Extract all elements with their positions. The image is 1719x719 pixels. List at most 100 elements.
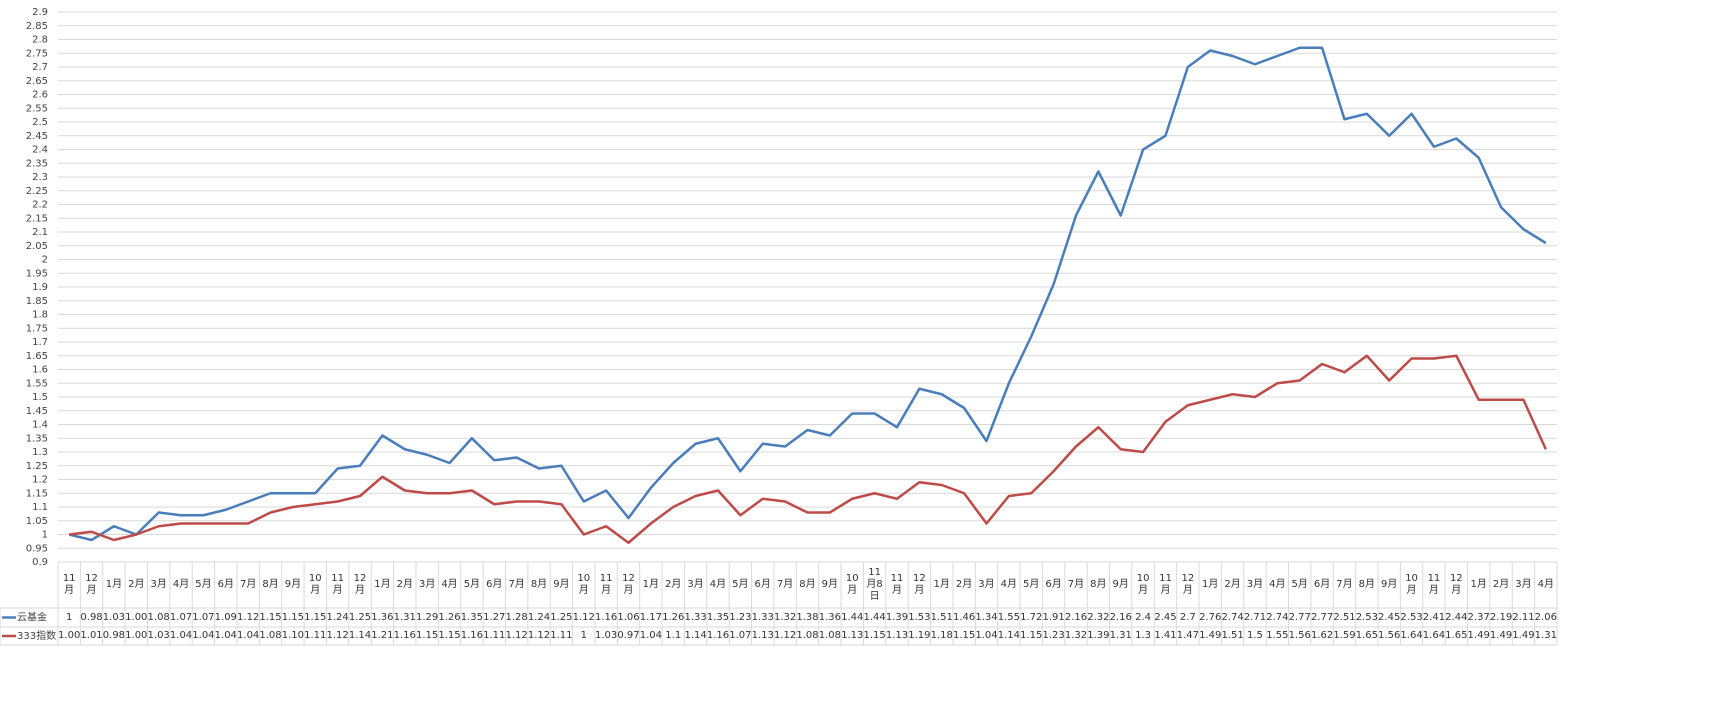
y-tick-label: 0.9 <box>32 557 48 568</box>
data-table-value: 1.13 <box>885 630 909 641</box>
data-table-value: 1.00 <box>125 630 148 641</box>
data-table-value: 1.28 <box>505 611 528 623</box>
data-table-value: 1.23 <box>1042 630 1065 641</box>
data-table-value: 1.15 <box>863 630 886 641</box>
x-tick-label: 12月 <box>85 573 98 596</box>
x-tick-label: 7月 <box>508 579 525 590</box>
x-tick-label: 7月 <box>1336 579 1353 590</box>
data-table-value: 1 <box>65 611 73 623</box>
y-tick-label: 2.6 <box>32 90 48 101</box>
x-tick-label: 10月 <box>577 573 591 596</box>
data-table-value: 1.11 <box>304 630 327 641</box>
data-table-value: 1.04 <box>192 630 215 641</box>
data-table-value: 1.15 <box>281 611 305 623</box>
x-tick-label: 8月 <box>799 579 816 590</box>
y-tick-label: 2.4 <box>32 145 48 156</box>
data-table-value: 1.15 <box>416 630 439 641</box>
x-tick-label: 3月 <box>418 579 436 590</box>
y-tick-label: 1.5 <box>32 392 48 403</box>
y-tick-label: 1.25 <box>26 461 48 472</box>
data-table-value: 2.41 <box>1422 611 1446 623</box>
y-tick-label: 2.05 <box>26 241 48 252</box>
data-table-value: 1.53 <box>908 611 931 623</box>
data-table-value: 2.16 <box>1064 611 1088 623</box>
data-table-value: 1.15 <box>259 611 282 623</box>
data-table-value: 1.44 <box>841 611 864 623</box>
y-tick-label: 2.1 <box>32 227 48 238</box>
data-table-value: 1.16 <box>595 611 618 623</box>
data-table-value: 1.91 <box>1042 611 1065 623</box>
data-table-value: 1.04 <box>214 630 237 641</box>
data-table-value: 1.04 <box>975 630 998 641</box>
series-line <box>69 354 1547 544</box>
data-table-value: 1.14 <box>348 630 372 641</box>
data-table-value: 1.16 <box>706 630 730 641</box>
x-tick-label: 7月 <box>776 579 794 590</box>
x-tick-label: 2月 <box>1492 579 1510 590</box>
y-tick-label: 1.05 <box>26 516 48 527</box>
x-tick-label: 9月 <box>284 579 302 590</box>
data-table-value: 1.21 <box>371 630 394 641</box>
x-tick-label: 4月 <box>172 579 190 590</box>
y-tick-label: 2.5 <box>32 117 48 128</box>
data-table-value: 2.71 <box>1243 611 1267 623</box>
x-tick-label: 10月 <box>1405 573 1418 596</box>
data-table-value: 2.45 <box>1378 611 1401 623</box>
y-tick-label: 1.9 <box>32 282 48 293</box>
x-tick-label: 10月 <box>1136 573 1150 596</box>
y-tick-label: 2.85 <box>26 21 48 32</box>
y-tick-label: 1.55 <box>26 378 48 389</box>
data-table-value: 1.49 <box>1199 630 1222 641</box>
data-table-value: 1.55 <box>997 611 1020 623</box>
data-table-value: 1.13 <box>751 630 774 641</box>
data-table-value: 1.72 <box>1020 611 1043 623</box>
x-tick-label: 6月 <box>486 579 503 590</box>
data-table-value: 1.08 <box>147 611 170 623</box>
y-tick-label: 1.6 <box>32 365 48 376</box>
x-tick-label: 2月 <box>1224 579 1241 590</box>
data-table-value: 1.64 <box>1422 630 1446 641</box>
data-table-value: 1.12 <box>505 630 528 641</box>
data-table-value: 1.12 <box>572 611 595 623</box>
data-table-value: 1.08 <box>818 630 841 641</box>
x-tick-label: 5月 <box>1291 579 1308 590</box>
y-tick-label: 1.65 <box>26 351 48 362</box>
data-table-value: 1.15 <box>304 611 327 623</box>
data-table-value: 1.17 <box>639 611 662 623</box>
data-table-value: 2.11 <box>1512 611 1535 623</box>
data-table-value: 1.12 <box>527 630 551 641</box>
data-table-value: 2.7 <box>1179 611 1196 623</box>
data-table-value: 1.55 <box>1266 630 1289 641</box>
data-table-value: 1.13 <box>841 630 864 641</box>
data-table-value: 1.62 <box>1310 630 1334 641</box>
y-tick-label: 1.35 <box>26 433 48 444</box>
data-table-value: 1.44 <box>863 611 886 623</box>
x-tick-label: 8月 <box>1358 579 1375 590</box>
data-table-value: 1.64 <box>1400 630 1423 641</box>
x-tick-label: 1月 <box>933 579 950 590</box>
data-table-value: 1.39 <box>885 611 909 623</box>
data-table-value: 2.16 <box>1109 611 1132 623</box>
data-table-value: 1.33 <box>684 611 707 623</box>
y-tick-label: 2.65 <box>26 76 48 87</box>
data-table-value: 1.34 <box>975 611 998 623</box>
data-table-value: 1.31 <box>393 611 416 623</box>
data-table-value: 1.24 <box>527 611 551 623</box>
data-table-value: 1.39 <box>1087 630 1110 641</box>
x-tick-label: 7月 <box>239 579 257 590</box>
x-tick-label: 9月 <box>1380 579 1398 590</box>
data-table-value: 1.41 <box>1154 630 1177 641</box>
data-table-value: 1.01 <box>80 630 103 641</box>
data-table-value: 1.31 <box>1534 630 1557 641</box>
data-table-value: 1.36 <box>371 611 394 623</box>
x-tick-label: 11月 <box>1427 573 1441 596</box>
data-table-value: 1.36 <box>818 611 841 623</box>
x-tick-label: 1月 <box>105 579 123 590</box>
data-table-value: 2.74 <box>1221 611 1244 623</box>
data-table-value: 2.37 <box>1467 611 1490 623</box>
x-tick-label: 5月 <box>195 579 212 590</box>
data-table-value: 1.35 <box>460 611 484 623</box>
x-tick-label: 11月8日 <box>866 567 883 602</box>
x-tick-label: 7月 <box>1067 579 1085 590</box>
x-tick-label: 6月 <box>217 579 234 590</box>
